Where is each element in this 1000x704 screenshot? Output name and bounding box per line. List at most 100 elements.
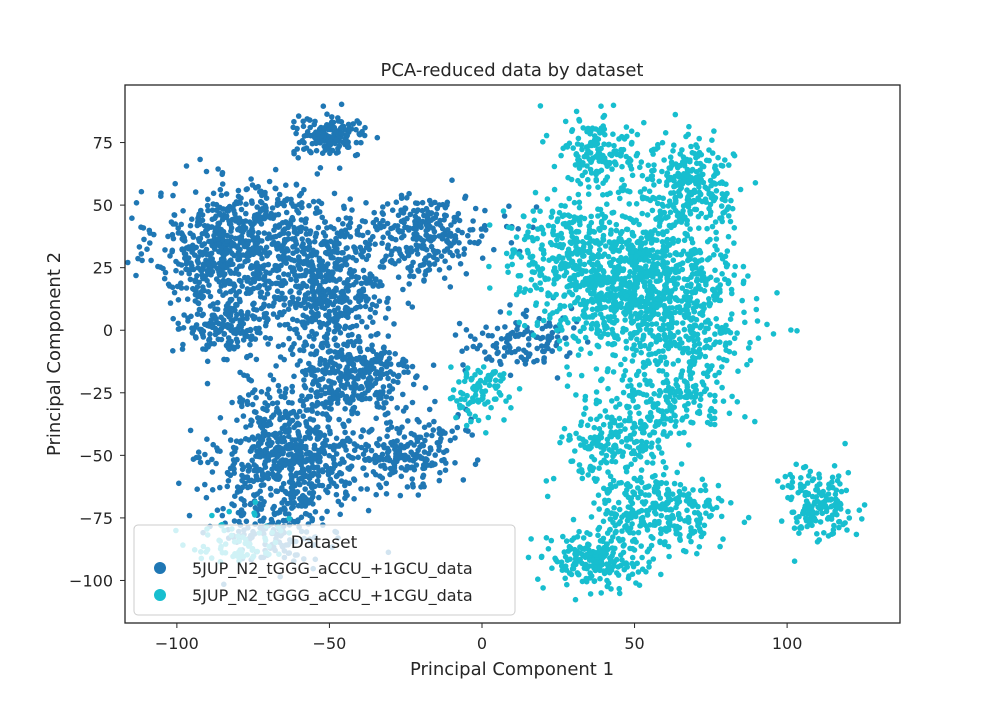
data-point bbox=[415, 267, 421, 274]
data-point bbox=[601, 251, 608, 257]
data-point bbox=[204, 436, 210, 443]
data-point bbox=[216, 271, 223, 277]
data-point bbox=[608, 306, 615, 313]
data-point bbox=[319, 401, 326, 407]
chart-title: PCA-reduced data by dataset bbox=[381, 60, 644, 81]
data-point bbox=[253, 474, 260, 481]
data-point bbox=[252, 236, 258, 242]
data-point bbox=[446, 265, 453, 271]
data-point bbox=[323, 462, 329, 469]
data-point bbox=[297, 397, 304, 404]
data-point bbox=[588, 322, 595, 328]
data-point bbox=[467, 227, 473, 233]
data-point bbox=[426, 422, 432, 428]
data-point bbox=[197, 459, 204, 466]
data-point bbox=[432, 452, 439, 458]
data-point bbox=[593, 177, 600, 184]
data-point bbox=[521, 356, 527, 363]
data-point bbox=[745, 273, 751, 279]
data-point bbox=[601, 269, 607, 275]
data-point bbox=[217, 186, 224, 193]
data-point bbox=[254, 329, 261, 336]
data-point bbox=[300, 312, 307, 319]
data-point bbox=[306, 467, 312, 474]
data-point bbox=[239, 283, 245, 289]
data-point bbox=[425, 211, 432, 218]
data-point bbox=[215, 236, 221, 242]
data-point bbox=[610, 352, 616, 358]
data-point bbox=[290, 124, 297, 131]
data-point bbox=[649, 440, 655, 447]
data-point bbox=[359, 396, 366, 402]
data-point bbox=[585, 176, 591, 183]
data-point bbox=[348, 126, 355, 132]
data-point bbox=[400, 391, 406, 398]
data-point bbox=[346, 360, 352, 367]
data-point bbox=[291, 499, 298, 506]
data-point bbox=[414, 438, 421, 445]
data-point bbox=[434, 205, 441, 212]
data-point bbox=[248, 198, 255, 204]
data-point bbox=[575, 282, 581, 289]
data-point bbox=[452, 233, 459, 239]
data-point bbox=[472, 205, 479, 212]
data-point bbox=[630, 448, 637, 454]
data-point bbox=[479, 255, 486, 261]
data-point bbox=[396, 430, 403, 436]
data-point bbox=[730, 151, 737, 157]
data-point bbox=[289, 505, 295, 511]
data-point bbox=[193, 454, 200, 461]
data-point bbox=[472, 461, 479, 468]
data-point bbox=[482, 227, 489, 233]
data-point bbox=[679, 285, 686, 291]
data-point bbox=[413, 236, 420, 243]
data-point bbox=[349, 207, 355, 213]
data-point bbox=[305, 132, 312, 138]
data-point bbox=[340, 356, 346, 363]
data-point bbox=[380, 204, 386, 210]
data-point bbox=[580, 125, 586, 131]
data-point bbox=[299, 236, 306, 242]
data-point bbox=[347, 196, 354, 202]
data-point bbox=[541, 356, 547, 363]
data-point bbox=[530, 332, 537, 338]
data-point bbox=[390, 459, 397, 466]
data-point bbox=[212, 331, 219, 338]
data-point bbox=[407, 211, 414, 218]
data-point bbox=[649, 460, 656, 466]
data-point bbox=[210, 301, 217, 307]
data-point bbox=[296, 459, 303, 466]
data-point bbox=[634, 239, 641, 246]
data-point bbox=[554, 375, 561, 381]
data-point bbox=[571, 325, 577, 331]
data-point bbox=[236, 219, 242, 225]
data-point bbox=[401, 217, 407, 223]
data-point bbox=[310, 311, 317, 317]
data-point bbox=[233, 266, 240, 273]
data-point bbox=[503, 250, 510, 257]
data-point bbox=[651, 182, 657, 188]
data-point bbox=[546, 257, 552, 264]
data-point bbox=[555, 216, 561, 222]
data-point bbox=[285, 247, 291, 254]
data-point bbox=[402, 452, 408, 459]
data-point bbox=[299, 243, 305, 250]
data-point bbox=[344, 399, 351, 405]
data-point bbox=[211, 215, 218, 222]
data-point bbox=[223, 214, 229, 221]
data-point bbox=[556, 346, 563, 352]
data-point bbox=[386, 349, 393, 356]
data-point bbox=[582, 169, 588, 175]
data-point bbox=[243, 424, 249, 430]
data-point bbox=[166, 283, 173, 289]
data-point bbox=[537, 280, 543, 286]
data-point bbox=[611, 142, 617, 149]
data-point bbox=[213, 225, 219, 231]
data-point bbox=[232, 215, 238, 222]
data-point bbox=[294, 317, 301, 324]
data-point bbox=[623, 468, 630, 475]
data-point bbox=[323, 487, 329, 494]
data-point bbox=[382, 315, 389, 321]
data-point bbox=[399, 424, 405, 431]
data-point bbox=[218, 283, 225, 289]
